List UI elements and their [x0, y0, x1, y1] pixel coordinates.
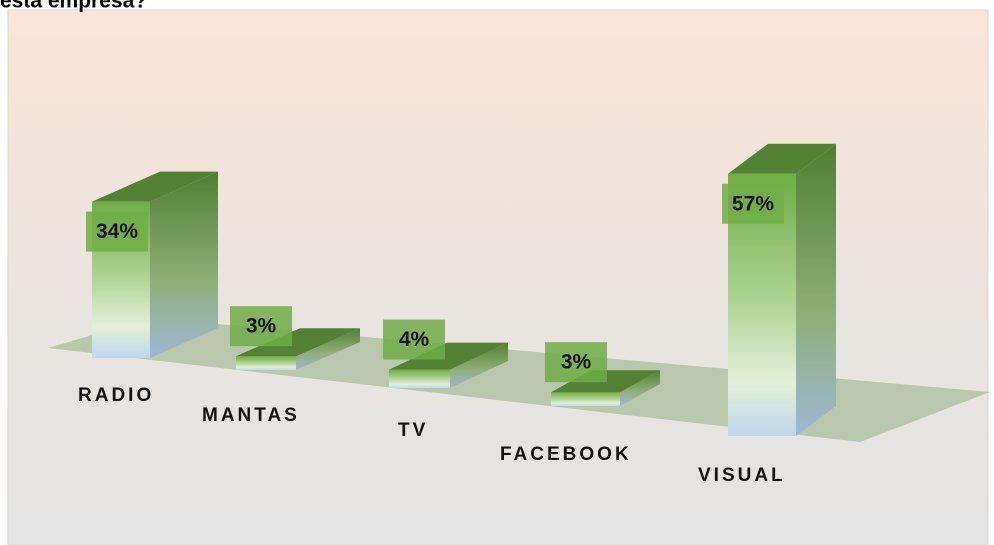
bar-top [92, 171, 218, 202]
value-label: 4% [399, 328, 430, 351]
category-label: RADIO [78, 385, 154, 406]
bar [551, 392, 620, 406]
category-label: VISUAL [698, 465, 786, 486]
bar [389, 369, 450, 388]
value-label: 57% [732, 192, 774, 215]
chart-title: esta empresa? [0, 0, 147, 13]
value-label: 34% [96, 220, 138, 243]
value-label-box [230, 306, 292, 347]
category-label: FACEBOOK [500, 444, 632, 465]
bar-side [450, 342, 508, 388]
value-label: 3% [246, 315, 277, 338]
value-label-box [383, 319, 445, 360]
bar-side [296, 328, 360, 370]
bar-side [796, 143, 836, 437]
bar-side [620, 370, 660, 406]
value-label-box [86, 211, 148, 252]
bar-top [236, 328, 360, 357]
bar-top [389, 342, 508, 370]
category-label: TV [398, 420, 428, 441]
value-label: 3% [561, 351, 592, 374]
value-label-box [545, 342, 607, 383]
bar-side [150, 171, 218, 358]
bar [236, 356, 296, 370]
bar-top [728, 143, 836, 174]
category-label: MANTAS [202, 405, 300, 426]
value-label-box [722, 183, 784, 224]
